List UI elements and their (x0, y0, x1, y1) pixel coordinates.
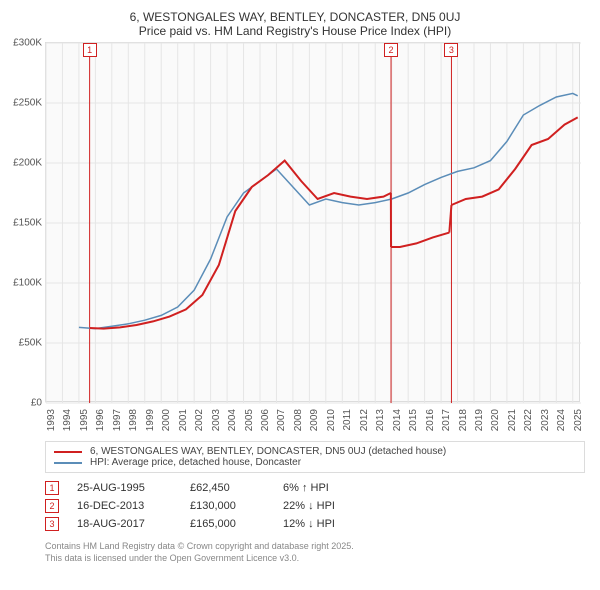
y-axis-label: £200K (6, 158, 42, 169)
transaction-pct: 12% ↓ HPI (283, 518, 335, 530)
y-axis-label: £50K (6, 338, 42, 349)
transaction-row: 1 25-AUG-1995 £62,450 6% ↑ HPI (45, 481, 585, 495)
plot-area: £0£50K£100K£150K£200K£250K£300K199319941… (45, 42, 580, 402)
legend-label-hpi: HPI: Average price, detached house, Donc… (90, 457, 301, 468)
legend: 6, WESTONGALES WAY, BENTLEY, DONCASTER, … (45, 441, 585, 473)
transaction-pct: 6% ↑ HPI (283, 482, 329, 494)
legend-swatch-hpi (54, 462, 82, 464)
transaction-marker-icon: 2 (45, 499, 59, 513)
legend-item-hpi: HPI: Average price, detached house, Donc… (54, 457, 576, 468)
transaction-price: £165,000 (190, 518, 265, 530)
y-axis-label: £0 (6, 398, 42, 409)
transaction-price: £62,450 (190, 482, 265, 494)
legend-swatch-property (54, 451, 82, 453)
transactions-table: 1 25-AUG-1995 £62,450 6% ↑ HPI 2 16-DEC-… (45, 481, 585, 535)
chart-marker-icon: 1 (83, 43, 97, 57)
transaction-row: 3 18-AUG-2017 £165,000 12% ↓ HPI (45, 517, 585, 531)
chart-title-line1: 6, WESTONGALES WAY, BENTLEY, DONCASTER, … (5, 10, 585, 24)
chart-marker-icon: 2 (384, 43, 398, 57)
chart-marker-icon: 3 (444, 43, 458, 57)
transaction-date: 18-AUG-2017 (77, 518, 172, 530)
transaction-price: £130,000 (190, 500, 265, 512)
chart-container: 6, WESTONGALES WAY, BENTLEY, DONCASTER, … (0, 0, 600, 590)
transaction-marker-icon: 3 (45, 517, 59, 531)
y-axis-label: £250K (6, 98, 42, 109)
legend-item-property: 6, WESTONGALES WAY, BENTLEY, DONCASTER, … (54, 446, 576, 457)
footer-line1: Contains HM Land Registry data © Crown c… (45, 541, 585, 553)
transaction-row: 2 16-DEC-2013 £130,000 22% ↓ HPI (45, 499, 585, 513)
transaction-date: 25-AUG-1995 (77, 482, 172, 494)
transaction-date: 16-DEC-2013 (77, 500, 172, 512)
footer-line2: This data is licensed under the Open Gov… (45, 553, 585, 565)
y-axis-label: £150K (6, 218, 42, 229)
legend-label-property: 6, WESTONGALES WAY, BENTLEY, DONCASTER, … (90, 446, 446, 457)
chart-title-line2: Price paid vs. HM Land Registry's House … (5, 24, 585, 38)
chart-svg (46, 43, 581, 403)
footer: Contains HM Land Registry data © Crown c… (45, 541, 585, 564)
transaction-marker-icon: 1 (45, 481, 59, 495)
y-axis-label: £300K (6, 38, 42, 49)
y-axis-label: £100K (6, 278, 42, 289)
transaction-pct: 22% ↓ HPI (283, 500, 335, 512)
